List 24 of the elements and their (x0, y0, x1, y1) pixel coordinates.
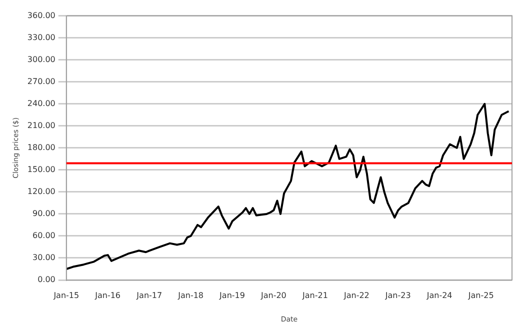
x-tick-label: Jan-24 (426, 290, 452, 300)
x-tick-label: Jan-17 (136, 290, 162, 300)
x-tick-label: Jan-16 (94, 290, 121, 300)
y-tick-label: 0.00 (38, 275, 56, 284)
y-tick-label: 360.00 (27, 10, 56, 20)
y-tick-label: 150.00 (27, 164, 56, 174)
y-tick-label: 210.00 (27, 120, 56, 130)
x-tick-label: Jan-15 (52, 290, 80, 300)
y-tick-label: 180.00 (27, 142, 56, 152)
x-tick-label: Jan-22 (342, 290, 370, 300)
x-tick-label: Jan-23 (384, 290, 411, 300)
x-tick-label: Jan-20 (260, 290, 286, 300)
y-tick-label: 120.00 (27, 187, 56, 196)
y-tick-label: 330.00 (27, 32, 56, 42)
y-tick-label: 60.00 (32, 231, 56, 240)
y-tick-label: 240.00 (27, 98, 56, 108)
x-tick-label: Jan-19 (218, 290, 245, 300)
y-tick-label: 300.00 (27, 54, 56, 64)
y-tick-label: 270.00 (27, 76, 56, 86)
y-tick-label: 30.00 (32, 253, 56, 262)
x-tick-label: Jan-18 (177, 290, 204, 300)
x-tick-label: Jan-25 (467, 290, 494, 300)
x-tick-label: Jan-21 (302, 290, 328, 300)
y-tick-label: 90.00 (32, 209, 56, 218)
